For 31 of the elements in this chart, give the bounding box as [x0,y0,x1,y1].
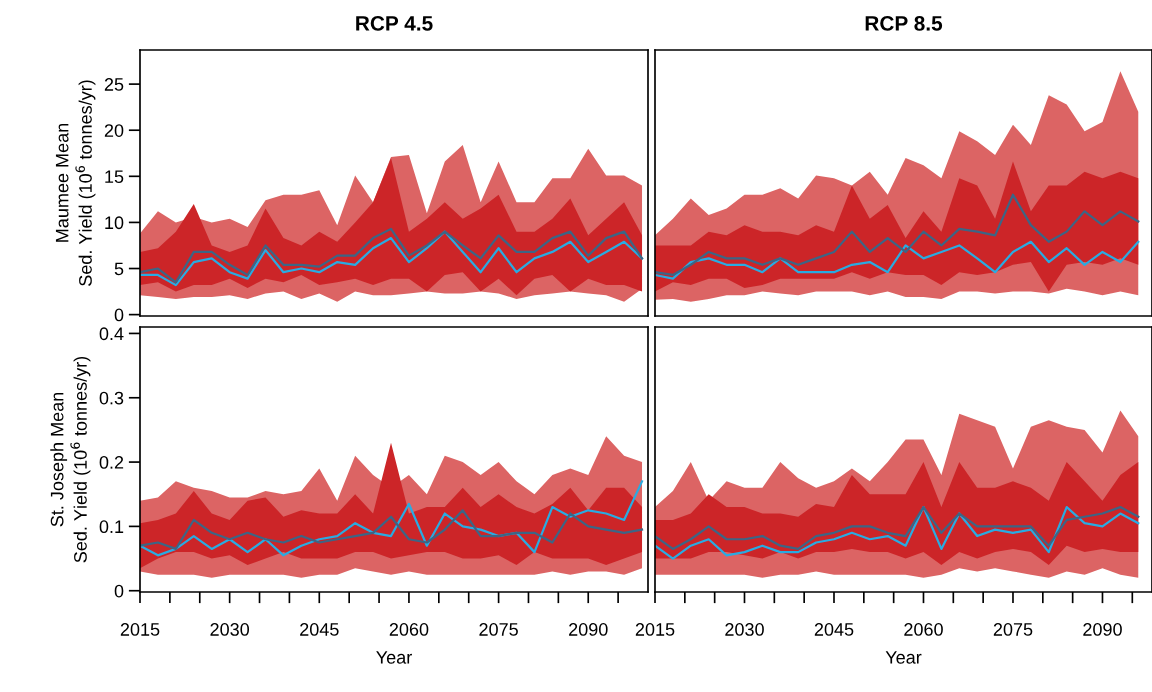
chart-title: RCP 8.5 [865,16,943,31]
y-tick-label: 15 [105,170,124,184]
x-tick-label: 2015 [120,623,160,636]
x-tick-label: 2030 [725,623,764,636]
line-series [140,509,644,551]
x-axis-title: Year [885,651,922,664]
y-tick-label: 0.4 [99,327,124,341]
y-axis-title: Maumee Mean Sed. Yield (10$^{6}$ tonnes/yr) [55,80,96,286]
x-tick-label: 2060 [904,623,943,636]
y-axis-title: St. Joseph Mean Sed. Yield (10$^{6}$ tonnes/yr) [50,356,91,563]
y-tick-label: 0.3 [99,391,124,405]
x-tick-label: 2090 [569,623,608,636]
y-tick-label: 20 [104,124,124,137]
y-tick-label: 5 [114,262,124,276]
y-tick-label: 10 [105,216,124,230]
x-tick-label: 2015 [635,623,675,636]
x-tick-label: 2045 [300,623,339,636]
x-axis-title: Year [376,651,412,664]
x-tick-label: 2075 [479,623,518,636]
x-tick-label: 2090 [1083,623,1122,636]
line-series [140,480,644,557]
y-tick-label: 0 [114,308,124,322]
y-tick-label: 0.2 [99,456,124,469]
x-tick-label: 2060 [389,623,429,636]
x-tick-label: 2075 [993,623,1033,636]
y-tick-label: 25 [104,78,124,91]
x-tick-label: 2030 [210,623,250,636]
y-tick-label: 0.1 [99,520,124,534]
chart-title: RCP 4.5 [356,16,433,31]
y-tick-label: 0 [114,584,124,598]
x-tick-label: 2045 [814,623,854,636]
